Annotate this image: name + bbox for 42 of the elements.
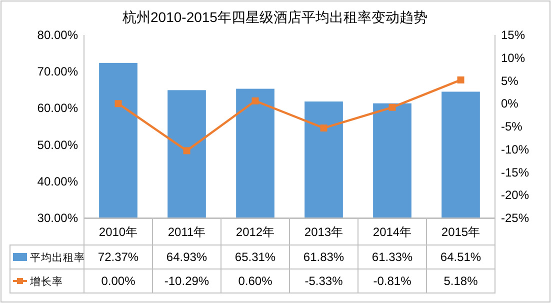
x-tick-label: 2013年	[304, 225, 344, 239]
data-label: 65.31%	[234, 250, 276, 264]
y2-tick-label: 15%	[501, 28, 526, 42]
y2-tick-label: 5%	[501, 74, 519, 88]
y-tick-label: 70.00%	[37, 64, 78, 79]
point	[388, 104, 396, 111]
x-tick-label: 2010年	[98, 225, 138, 239]
y2-tick-label: 0%	[501, 96, 519, 111]
point	[114, 100, 122, 108]
point	[457, 76, 464, 84]
y2-tick-label: -25%	[501, 211, 530, 225]
y2-tick-label: -5%	[501, 120, 523, 134]
y2-tick-label: -20%	[501, 188, 530, 202]
y-tick-label: 60.00%	[37, 101, 78, 116]
data-label: 72.37%	[98, 250, 139, 264]
point	[252, 97, 259, 104]
y-tick-label: 80.00%	[37, 28, 78, 42]
data-label: -5.33%	[304, 274, 344, 288]
x-tick-label: 2015年	[441, 225, 480, 239]
data-label: 61.83%	[303, 250, 344, 264]
data-label: 61.33%	[372, 250, 413, 264]
data-label: 64.51%	[440, 250, 482, 264]
y-tick-label: 50.00%	[37, 138, 78, 152]
data-label: 5.18%	[444, 274, 478, 288]
y2-tick-label: 10%	[501, 50, 526, 65]
point	[320, 124, 328, 132]
data-label: -0.81%	[373, 274, 412, 288]
y-tick-label: 40.00%	[37, 174, 78, 188]
x-tick-label: 2011年	[168, 225, 206, 239]
legend-label: 平均出租率	[30, 251, 85, 264]
point	[183, 147, 190, 154]
x-tick-label: 2014年	[372, 225, 412, 239]
y-tick-label: 30.00%	[37, 211, 78, 225]
x-tick-label: 2012年	[236, 225, 275, 239]
y2-tick-label: -10%	[501, 142, 530, 156]
data-label: 0.60%	[238, 274, 273, 288]
y2-tick-label: -15%	[501, 165, 530, 180]
data-label: 0.00%	[101, 274, 136, 288]
data-label: -10.29%	[164, 274, 210, 288]
data-label: 64.93%	[166, 250, 208, 264]
chart-title: 杭州2010-2015年四星级酒店平均出租率变动趋势	[122, 9, 428, 25]
legend-label: 增长率	[29, 275, 63, 288]
